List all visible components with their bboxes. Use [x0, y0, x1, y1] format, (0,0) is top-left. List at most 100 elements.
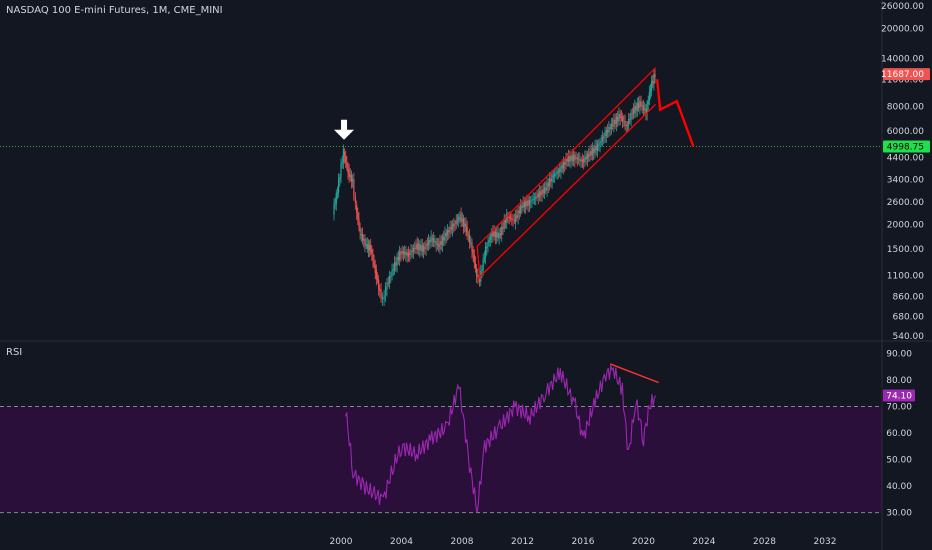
candle-body	[486, 246, 488, 249]
candle-body	[559, 168, 561, 172]
rsi-axis-tick-label: 80.00	[886, 376, 912, 386]
candle-body	[391, 269, 393, 277]
candle-body	[600, 141, 602, 143]
candle-body	[635, 106, 637, 111]
candle-body	[561, 165, 563, 169]
candle-body	[482, 258, 484, 270]
candle-body	[475, 268, 478, 276]
candle-body	[471, 242, 473, 252]
candle-body	[609, 127, 611, 130]
candle-body	[357, 213, 359, 219]
candle-body	[511, 218, 513, 220]
rsi-axis-tick-label: 90.00	[886, 349, 912, 359]
candle-body	[405, 251, 407, 256]
candle-body	[473, 254, 475, 263]
candle-body	[618, 113, 620, 122]
candle-body	[610, 124, 612, 129]
candle-body	[354, 196, 356, 203]
candle-body	[552, 175, 554, 177]
candle-body	[420, 245, 422, 251]
candle-body	[372, 253, 374, 262]
candle-body	[472, 249, 474, 255]
candle-body	[591, 148, 594, 156]
candle-body	[342, 148, 345, 163]
time-axis-tick-label: 2016	[572, 537, 595, 547]
candle-body	[504, 220, 507, 223]
candle-body	[594, 145, 596, 153]
candle-body	[441, 236, 444, 245]
candle-body	[526, 201, 528, 206]
rsi-current-tag-bg	[883, 389, 915, 402]
rsi-axis-tick-label: 40.00	[886, 482, 912, 492]
candle-body	[634, 106, 636, 114]
candle-body	[461, 218, 463, 222]
candle-body	[513, 219, 515, 221]
candle-body	[603, 136, 605, 138]
candle-body	[477, 274, 479, 279]
candle-body	[532, 198, 534, 201]
candle-body	[572, 154, 575, 161]
candle-body	[462, 218, 465, 227]
candle-body	[586, 154, 589, 160]
price-axis-tick-label: 26000.00	[881, 2, 924, 12]
price-axis-tick-label: 1500.00	[887, 245, 924, 255]
time-axis-tick-label: 2012	[511, 537, 534, 547]
candle-body	[562, 162, 565, 169]
candle-body	[470, 242, 472, 244]
candle-body	[446, 230, 449, 236]
price-pane[interactable]	[0, 67, 882, 306]
candle-body	[455, 220, 457, 224]
candle-body	[388, 276, 391, 283]
candle-body	[626, 124, 629, 126]
candle-body	[419, 244, 421, 251]
candle-body	[566, 159, 568, 162]
candle-body	[407, 252, 410, 257]
candle-body	[612, 124, 614, 126]
candle-body	[416, 243, 418, 250]
candle-body	[501, 226, 503, 236]
candle-body	[654, 74, 656, 78]
candle-body	[641, 105, 643, 107]
candle-body	[565, 158, 567, 165]
candle-body	[483, 257, 485, 259]
candle-body	[623, 120, 625, 122]
channel-upper-line	[476, 67, 657, 247]
candle-body	[370, 245, 372, 252]
time-axis-tick-label: 2004	[390, 537, 413, 547]
candle-body	[648, 92, 650, 102]
candle-body	[639, 100, 641, 108]
candle-body	[422, 246, 425, 252]
candle-body	[624, 120, 626, 126]
time-axis-tick-label: 2028	[753, 537, 776, 547]
candle-body	[356, 204, 358, 214]
candle-body	[396, 256, 398, 266]
candle-body	[425, 243, 427, 249]
candle-body	[361, 233, 364, 241]
candle-body	[397, 256, 399, 261]
candle-body	[590, 150, 592, 156]
candle-body	[458, 217, 460, 221]
channel-upper-left-end-line	[476, 246, 481, 280]
candle-body	[642, 105, 645, 110]
candle-body	[379, 288, 381, 291]
candle-body	[445, 232, 447, 237]
candle-body	[567, 156, 570, 163]
candle-body	[345, 156, 347, 163]
candle-body	[417, 244, 420, 250]
candle-body	[334, 203, 336, 205]
rsi-line	[345, 364, 657, 513]
candle-body	[444, 232, 446, 241]
candle-body	[492, 230, 494, 237]
candle-body	[341, 162, 343, 165]
rsi-pane[interactable]	[0, 363, 882, 514]
candle-body	[439, 241, 441, 250]
candle-body	[399, 251, 401, 261]
price-axis-tick-label: 8000.00	[887, 102, 924, 112]
candle-body	[363, 239, 365, 241]
candle-body	[541, 189, 543, 196]
candle-body	[615, 116, 618, 125]
candle-body	[637, 103, 640, 108]
price-tag-bg	[883, 140, 930, 153]
candle-body	[630, 113, 632, 120]
